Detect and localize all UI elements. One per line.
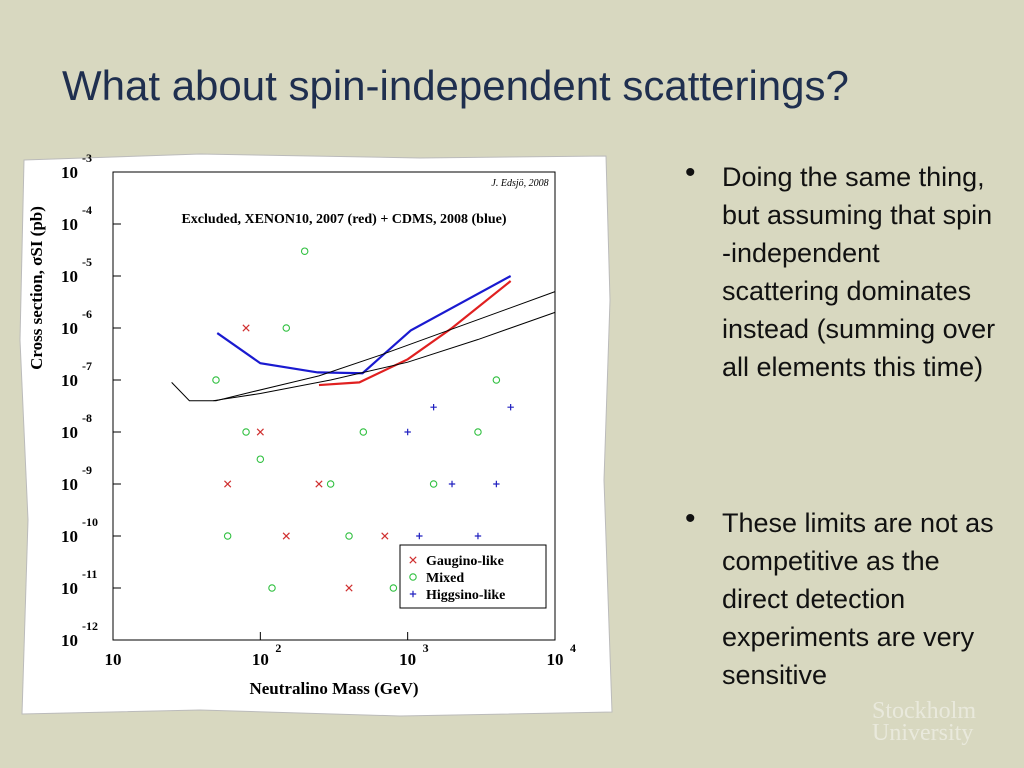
point	[404, 428, 411, 436]
y-tick-label: 10	[61, 579, 78, 598]
legend-marker	[409, 573, 417, 581]
y-tick-label: 10	[61, 527, 78, 546]
y-tick-label: 10	[61, 423, 78, 442]
y-tick-exp: -3	[82, 151, 92, 165]
point	[345, 584, 353, 592]
point	[212, 376, 220, 384]
point	[429, 480, 438, 488]
y-tick-exp: -9	[82, 463, 92, 477]
point	[345, 532, 353, 540]
bullet: These limits are not as competitive as t…	[685, 500, 1002, 694]
limit-line	[318, 280, 512, 387]
y-tick-exp: -12	[82, 619, 98, 633]
point	[474, 532, 482, 540]
x-tick-label: 10	[399, 650, 416, 669]
point	[507, 403, 514, 411]
point	[381, 532, 389, 540]
y-tick-exp: -10	[82, 515, 98, 529]
point	[315, 480, 323, 488]
point	[224, 480, 232, 488]
x-tick-exp: 3	[423, 641, 429, 655]
legend-marker	[409, 590, 417, 598]
x-tick-label: 10	[547, 650, 564, 669]
x-tick-exp: 4	[570, 641, 576, 655]
y-tick-exp: -7	[82, 359, 92, 373]
point	[492, 376, 501, 384]
limit-line	[171, 291, 556, 402]
legend-label: Gaugino-like	[426, 554, 504, 569]
y-tick-label: 10	[61, 631, 78, 650]
y-label: Cross section, σSI (pb)	[27, 206, 46, 370]
point	[223, 532, 232, 540]
point	[268, 584, 276, 592]
point	[389, 584, 398, 592]
limit-line	[213, 311, 556, 402]
y-tick-label: 10	[61, 475, 78, 494]
credit: J. Edsjö, 2008	[491, 178, 548, 189]
point	[359, 428, 368, 436]
point	[282, 532, 290, 540]
point	[242, 428, 250, 436]
y-tick-exp: -8	[82, 411, 92, 425]
point	[242, 324, 250, 332]
legend-label: Higgsino-like	[426, 588, 505, 603]
point	[493, 480, 500, 488]
x-tick-exp: 2	[275, 641, 281, 655]
x-tick-label: 10	[105, 650, 122, 669]
plot-frame	[112, 171, 556, 641]
point	[326, 480, 335, 488]
y-tick-exp: -11	[82, 567, 97, 581]
point	[474, 428, 482, 436]
point	[300, 247, 309, 255]
limit-line	[216, 275, 512, 375]
legend-box	[399, 544, 547, 609]
point	[282, 324, 291, 332]
legend-label: Mixed	[426, 571, 464, 586]
x-label: Neutralino Mass (GeV)	[249, 679, 418, 698]
watermark: Stockholm University	[872, 698, 977, 746]
x-tick-label: 10	[252, 650, 269, 669]
y-tick-exp: -5	[82, 255, 92, 269]
point	[256, 428, 264, 436]
y-tick-exp: -6	[82, 307, 92, 321]
y-tick-label: 10	[61, 371, 78, 390]
point	[430, 403, 437, 411]
y-tick-label: 10	[61, 163, 78, 182]
point	[416, 532, 423, 540]
annotation: Excluded, XENON10, 2007 (red) + CDMS, 20…	[181, 212, 506, 227]
legend-marker	[409, 556, 417, 564]
point	[448, 480, 456, 488]
slide-title: What about spin-independent scatterings?	[62, 62, 849, 109]
y-tick-label: 10	[61, 267, 78, 286]
y-tick-label: 10	[61, 319, 78, 338]
paper	[19, 153, 613, 717]
y-tick-exp: -4	[82, 203, 92, 217]
bullet: Doing the same thing, but assuming that …	[685, 154, 1002, 386]
y-tick-label: 10	[61, 215, 78, 234]
point	[256, 455, 265, 463]
